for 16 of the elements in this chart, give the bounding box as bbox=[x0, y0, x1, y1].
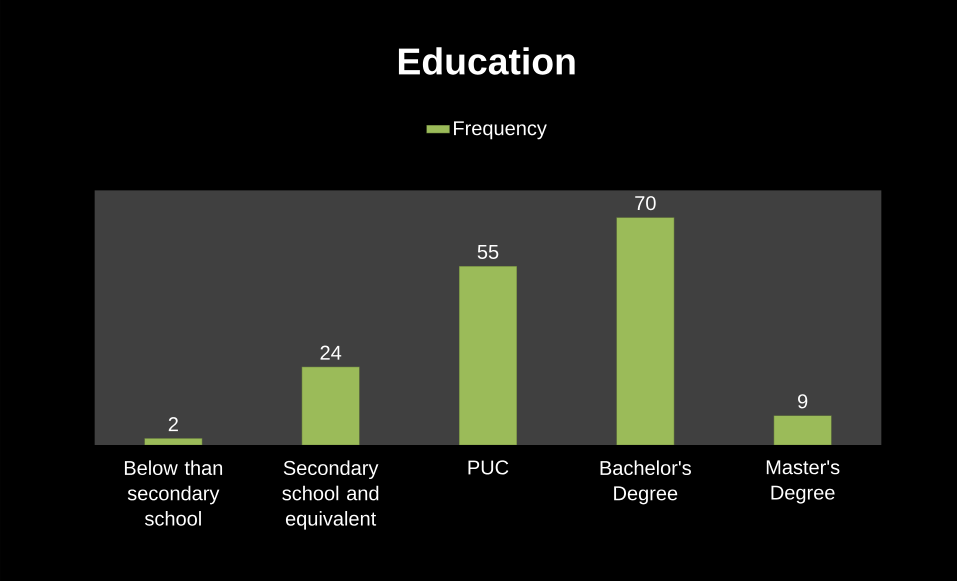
data-label: 2 bbox=[168, 417, 178, 432]
data-label: 70 bbox=[635, 196, 656, 210]
x-tick-label: Below than secondary school bbox=[124, 460, 222, 526]
legend-label: Frequency bbox=[454, 121, 547, 140]
bar bbox=[459, 266, 517, 445]
data-label: 24 bbox=[320, 346, 342, 360]
bar bbox=[616, 217, 674, 445]
data-label: 55 bbox=[478, 245, 498, 259]
bar bbox=[774, 415, 832, 445]
x-tick-label: Secondary school and equivalent bbox=[282, 460, 378, 530]
x-tick-label: Bachelor's Degree bbox=[600, 460, 691, 504]
data-label: 9 bbox=[798, 394, 808, 408]
x-tick-label: Master's Degree bbox=[766, 460, 840, 504]
x-tick-label: PUC bbox=[468, 460, 508, 475]
chart-title: Education bbox=[398, 47, 575, 75]
bar bbox=[302, 366, 360, 445]
